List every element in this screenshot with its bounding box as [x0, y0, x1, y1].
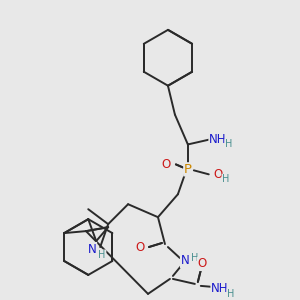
Text: O: O [197, 257, 206, 271]
Text: P: P [184, 163, 192, 176]
Text: NH: NH [211, 282, 229, 296]
Text: O: O [161, 158, 171, 171]
Text: H: H [191, 253, 199, 263]
Text: O: O [213, 168, 222, 181]
Text: H: H [222, 174, 230, 184]
Text: O: O [135, 241, 145, 254]
Text: H: H [225, 140, 232, 149]
Text: N: N [88, 242, 97, 256]
Text: N: N [181, 254, 189, 268]
Text: H: H [227, 289, 234, 299]
Text: NH: NH [209, 133, 226, 146]
Text: H: H [98, 250, 106, 260]
